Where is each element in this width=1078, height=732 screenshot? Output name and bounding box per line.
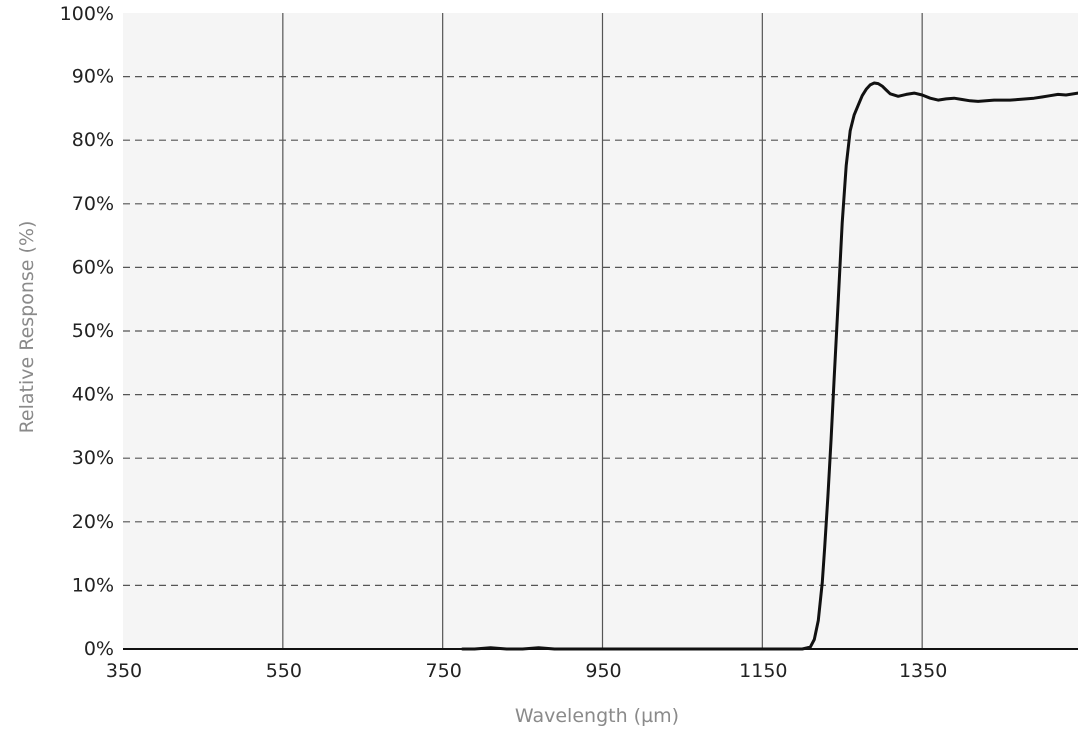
plot-area xyxy=(123,13,1078,649)
y-tick-label: 90% xyxy=(72,66,114,88)
y-tick-labels: 0% 10% 20% 30% 40% 50% 60% 70% 80% 90% 100% xyxy=(60,3,114,660)
x-tick-labels: 350 550 750 950 1150 1350 xyxy=(106,660,947,682)
y-tick-label: 50% xyxy=(72,320,114,342)
y-tick-label: 80% xyxy=(72,129,114,151)
vertical-gridlines xyxy=(282,13,923,649)
y-tick-label: 60% xyxy=(72,256,114,278)
y-axis-title: Relative Response (%) xyxy=(16,221,38,434)
x-tick-label: 750 xyxy=(426,660,462,682)
y-tick-label: 20% xyxy=(72,511,114,533)
y-tick-label: 40% xyxy=(72,384,114,406)
y-tick-label: 0% xyxy=(84,638,114,660)
x-axis-title: Wavelength (µm) xyxy=(515,705,679,727)
y-tick-label: 100% xyxy=(60,3,114,25)
response-curve-line xyxy=(461,81,1078,651)
y-tick-label: 10% xyxy=(72,574,114,596)
y-tick-label: 30% xyxy=(72,447,114,469)
y-tick-label: 70% xyxy=(72,193,114,215)
x-tick-label: 950 xyxy=(585,660,621,682)
x-tick-label: 350 xyxy=(106,660,142,682)
horizontal-gridlines xyxy=(123,75,1078,587)
x-tick-label: 1150 xyxy=(739,660,787,682)
x-tick-label: 550 xyxy=(266,660,302,682)
x-tick-label: 1350 xyxy=(899,660,947,682)
